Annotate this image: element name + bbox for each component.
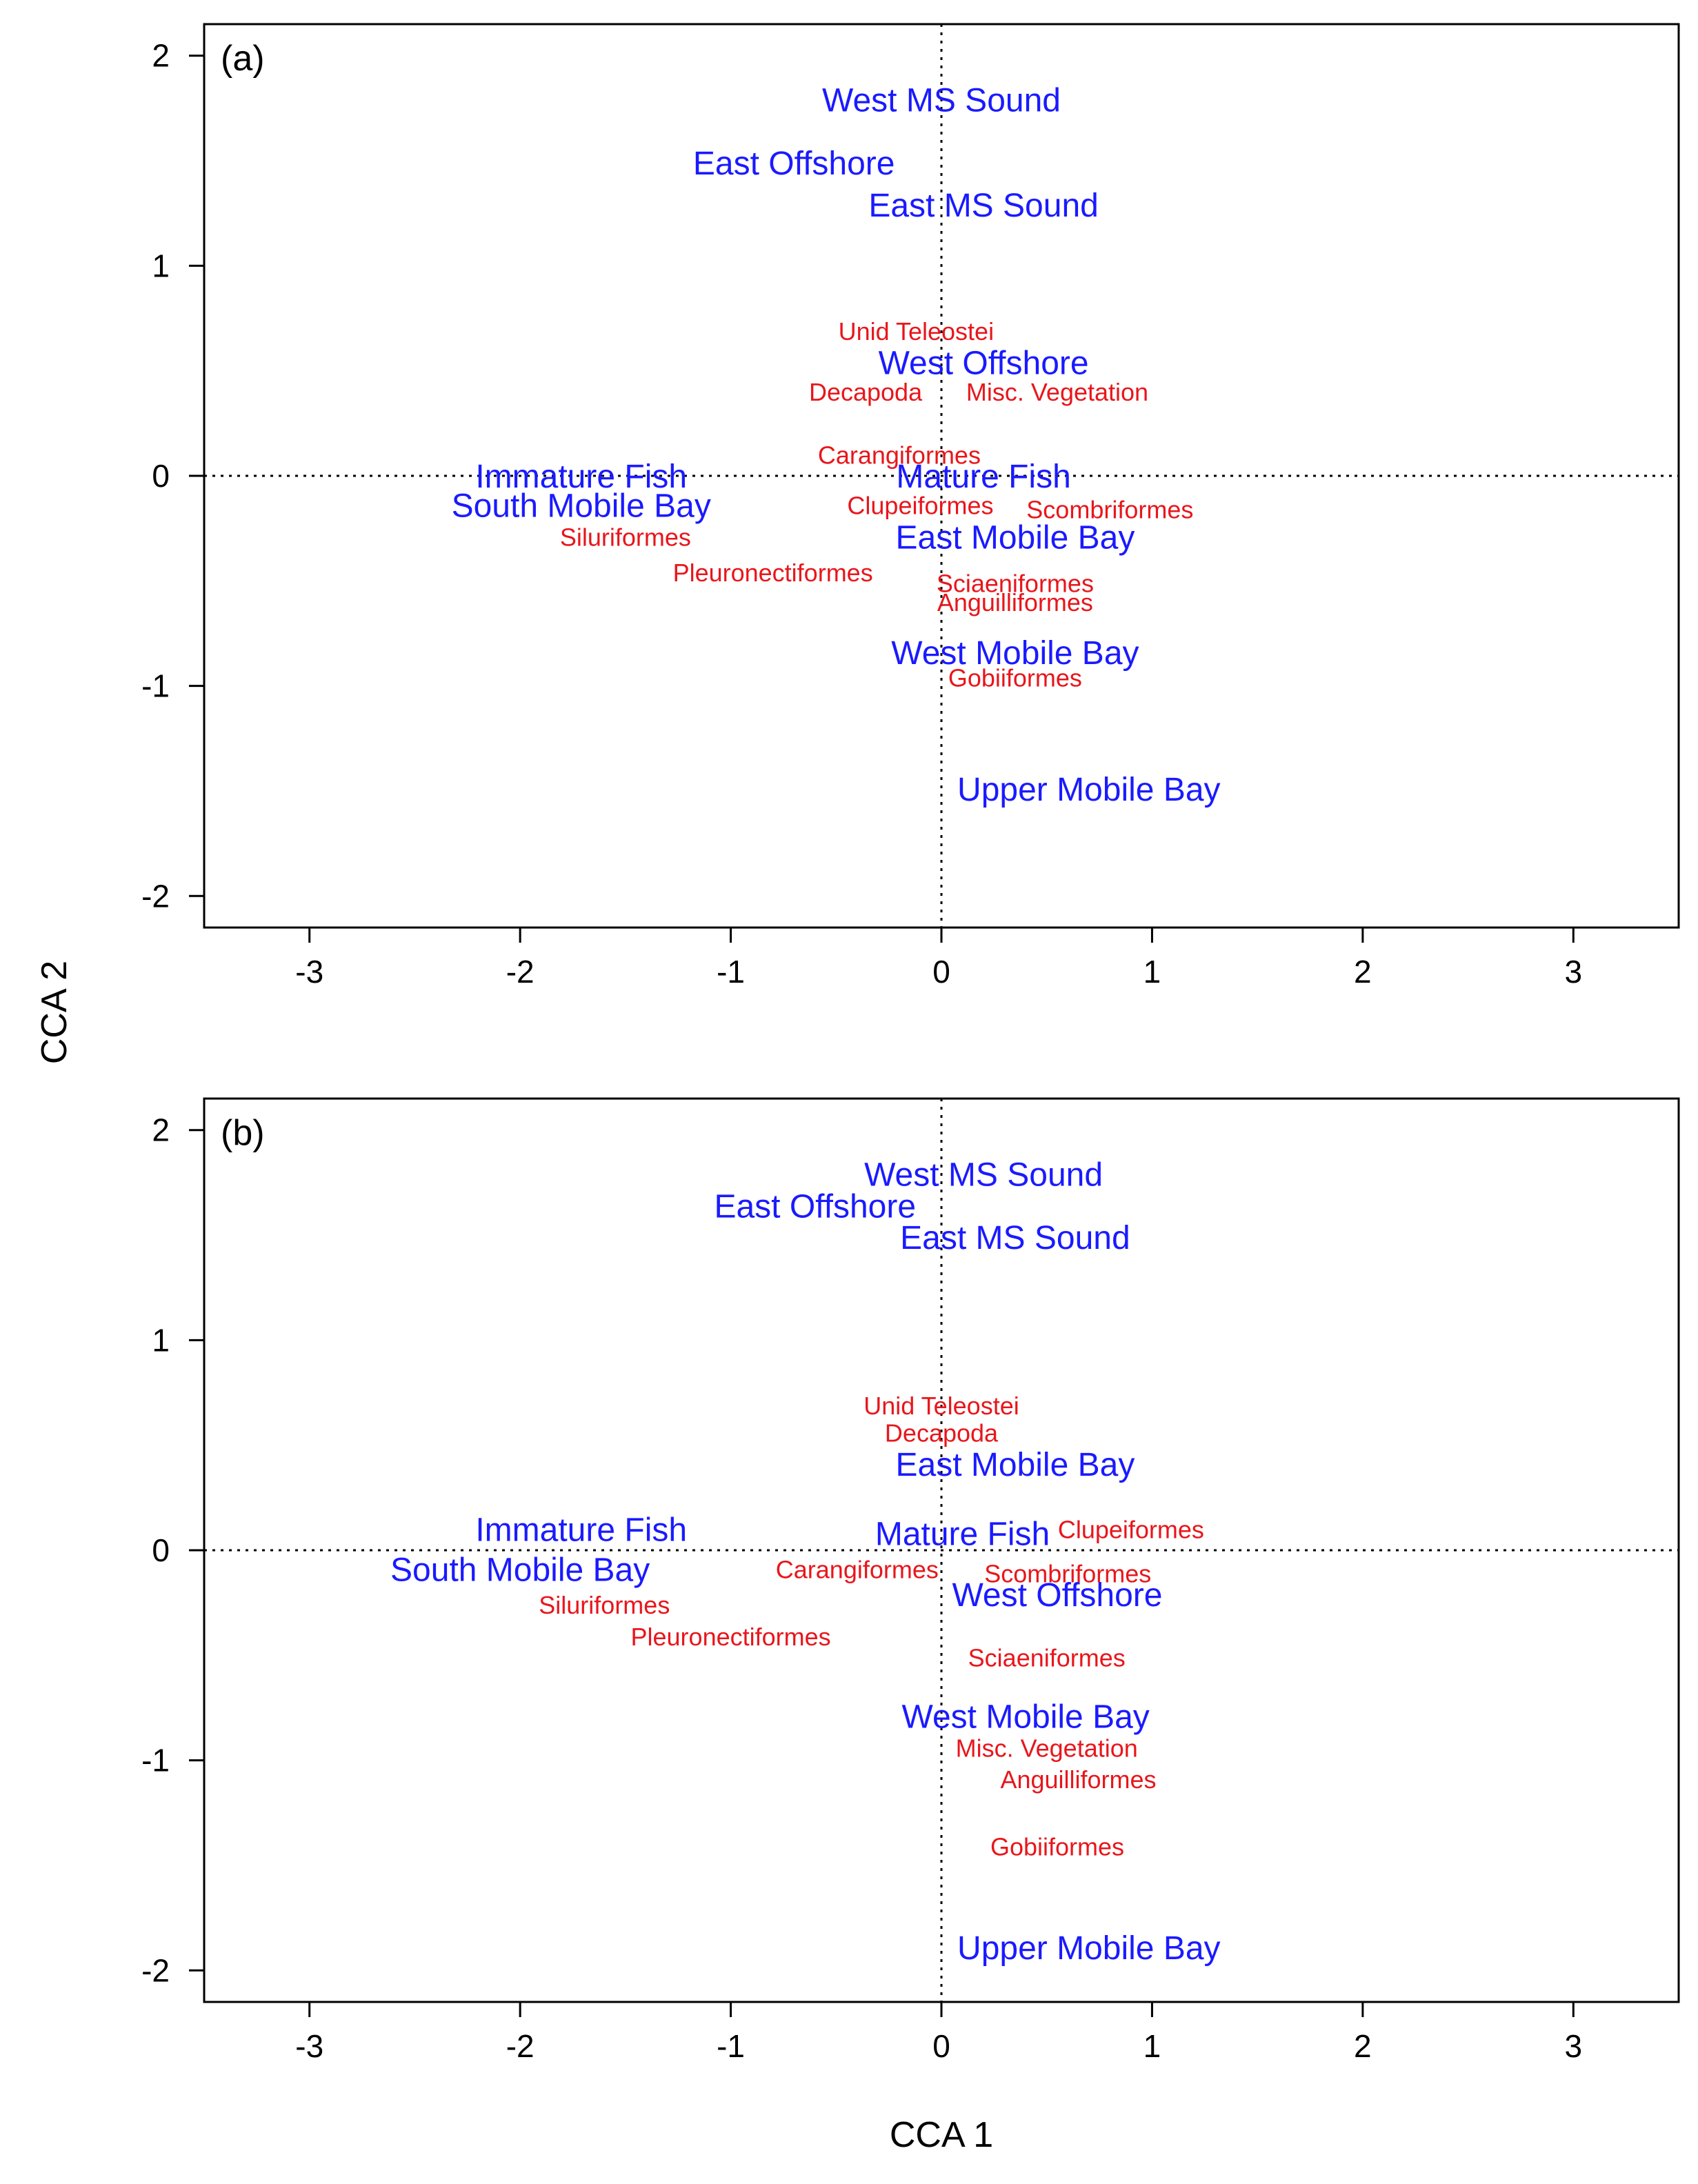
panel-a-site-label: Mature Fish: [896, 459, 1070, 495]
panel-b-x-tick-label: 1: [1143, 2028, 1161, 2064]
panel-a-site-label: East MS Sound: [868, 188, 1099, 224]
panel-a-y-tick-label: -2: [141, 878, 170, 914]
panel-a-x-tick-label: 0: [932, 954, 950, 990]
panel-b-site-label: East Offshore: [714, 1188, 916, 1225]
panel-b-prey-label: Sciaeniformes: [968, 1643, 1126, 1672]
panel-a-prey-label: Pleuronectiformes: [673, 559, 873, 587]
panel-a-site-label: West Offshore: [879, 345, 1089, 381]
panel-a-y-tick-label: 1: [152, 248, 170, 283]
panel-a-y-tick-label: 2: [152, 38, 170, 74]
panel-b-prey-label: Misc. Vegetation: [956, 1734, 1138, 1762]
panel-b-site-label: East MS Sound: [900, 1220, 1130, 1256]
panel-a-site-label: Upper Mobile Bay: [957, 772, 1221, 808]
panel-a-prey-label: Sciaeniformes: [937, 569, 1094, 597]
panel-b-prey-label: Clupeiformes: [1058, 1516, 1204, 1544]
panel-b-site-label: Upper Mobile Bay: [957, 1930, 1221, 1967]
x-axis-title: CCA 1: [890, 2115, 993, 2155]
panel-a-label: (a): [221, 39, 265, 79]
panel-a-prey-label: Misc. Vegetation: [966, 378, 1148, 406]
panel-a-site-label: East Mobile Bay: [895, 519, 1135, 556]
panel-b-prey-label: Scombriformes: [984, 1560, 1151, 1588]
panel-b-prey-label: Decapoda: [885, 1419, 999, 1447]
panel-a-site-label: Immature Fish: [475, 459, 687, 495]
y-axis-title: CCA 2: [34, 961, 74, 1064]
panel-b-x-tick-label: 0: [932, 2028, 950, 2064]
panel-b-prey-label: Carangiformes: [776, 1555, 939, 1583]
panel-b-x-tick-label: -2: [506, 2028, 535, 2064]
panel-a-plot-layer: -3 -2 -1 0 1 2 3 -2 -1 0 1 2 West MS Sound East Offsh…: [141, 24, 1679, 990]
panel-a-y-tick-label: 0: [152, 458, 170, 494]
panel-b-label: (b): [221, 1113, 265, 1153]
panel-a-prey-label: Scombriformes: [1026, 496, 1193, 524]
panel-b-site-label: Immature Fish: [475, 1512, 687, 1549]
panel-b-x-tick-label: -1: [717, 2028, 745, 2064]
panel-b-x-tick-label: 2: [1354, 2028, 1372, 2064]
panel-a-site-label: East Offshore: [693, 146, 895, 182]
panel-b-x-tick-label: -3: [295, 2028, 323, 2064]
panel-b-site-label: West Offshore: [952, 1577, 1162, 1614]
panel-b-y-tick-label: 0: [152, 1532, 170, 1568]
panel-a: -3 -2 -1 0 1 2 3 -2 -1 0 1 2 West MS Sound East Offsh…: [141, 23, 1680, 990]
panel-b-prey-label: Pleuronectiformes: [631, 1623, 831, 1651]
panel-b-prey-label: Siluriformes: [539, 1591, 670, 1619]
panel-b-site-label: West MS Sound: [864, 1157, 1103, 1194]
panel-a-prey-label: Unid Teleostei: [839, 317, 994, 345]
panel-b-site-label: East Mobile Bay: [895, 1447, 1135, 1483]
panel-b-y-tick-label: 2: [152, 1112, 170, 1148]
panel-b-y-tick-label: -1: [141, 1743, 170, 1779]
panel-b-x-tick-label: 3: [1564, 2028, 1582, 2064]
panel-b-y-tick-label: 1: [152, 1322, 170, 1358]
panel-a-x-tick-label: 3: [1564, 954, 1582, 990]
panel-a-site-label: South Mobile Bay: [452, 488, 711, 525]
panel-b-site-label: Mature Fish: [875, 1516, 1050, 1553]
panel-b-prey-label: Anguilliformes: [1000, 1765, 1156, 1794]
panel-a-x-tick-label: -2: [506, 954, 535, 990]
panel-a-site-label: West MS Sound: [822, 83, 1061, 119]
panel-b-prey-label: Unid Teleostei: [863, 1392, 1019, 1420]
panel-b-y-tick-label: -2: [141, 1952, 170, 1988]
panel-a-x-tick-label: 2: [1354, 954, 1372, 990]
panel-a-prey-label: Clupeiformes: [847, 492, 993, 520]
panel-a-prey-label: Decapoda: [809, 378, 923, 406]
panel-a-site-label: West Mobile Bay: [891, 635, 1139, 672]
panel-a-prey-label: Carangiformes: [818, 441, 981, 470]
panel-a-prey-label: Gobiiformes: [948, 663, 1082, 692]
panel-a-x-tick-label: -3: [295, 954, 323, 990]
panel-b-site-label: West Mobile Bay: [902, 1699, 1150, 1736]
panel-b-site-label: South Mobile Bay: [390, 1552, 650, 1588]
panel-b-prey-label: Gobiiformes: [990, 1833, 1124, 1861]
panel-a-prey-label: Anguilliformes: [937, 588, 1093, 617]
panel-a-x-tick-label: 1: [1143, 954, 1161, 990]
panel-a-prey-label: Siluriformes: [560, 523, 691, 551]
panel-a-x-tick-label: -1: [717, 954, 745, 990]
panel-a-y-tick-label: -1: [141, 668, 170, 704]
